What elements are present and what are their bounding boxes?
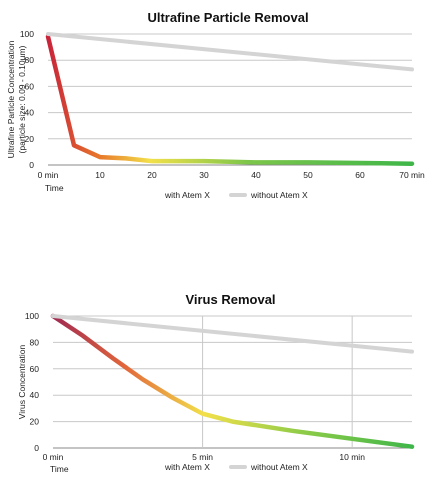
x-tick-label: 10 min xyxy=(339,452,365,462)
chart-title: Virus Removal xyxy=(185,292,275,307)
series-line-without-atem-x xyxy=(51,314,414,354)
y-axis-label: Virus Concentration xyxy=(17,344,27,419)
series-line-with-atem-x xyxy=(45,34,415,166)
y-tick-label: 20 xyxy=(25,134,35,144)
y-tick-label: 80 xyxy=(25,55,35,65)
chart-title: Ultrafine Particle Removal xyxy=(147,10,308,25)
y-tick-label: 80 xyxy=(30,337,40,347)
x-tick-label: 0 min xyxy=(38,170,59,180)
y-tick-label: 60 xyxy=(30,364,40,374)
series-line-with-atem-x xyxy=(50,313,415,449)
y-axis-sublabel: (particle size: 0.09 - 0.10µm) xyxy=(17,45,27,153)
chart-2: Virus Removal 0 20 40 60 80 100 0 min 5 min 10 mi… xyxy=(17,292,415,474)
y-tick-label: 100 xyxy=(20,29,34,39)
legend: with Atem X without Atem X xyxy=(143,190,308,200)
x-tick-label: 5 min xyxy=(192,452,213,462)
y-tick-label: 20 xyxy=(30,417,40,427)
y-axis-label: Ultrafine Particle Concentration xyxy=(6,40,16,158)
x-axis-label: Time xyxy=(45,183,64,193)
y-tick-label: 40 xyxy=(25,108,35,118)
legend-label-without: without Atem X xyxy=(250,190,308,200)
y-tick-label: 40 xyxy=(30,390,40,400)
x-tick-label: 50 xyxy=(303,170,313,180)
x-tick-label: 40 xyxy=(251,170,261,180)
x-axis-label: Time xyxy=(50,464,69,474)
x-tick-label: 70 min xyxy=(399,170,425,180)
legend-label-with: with Atem X xyxy=(164,190,210,200)
y-tick-label: 100 xyxy=(25,311,39,321)
legend: with Atem X without Atem X xyxy=(143,462,308,472)
x-tick-label: 30 xyxy=(199,170,209,180)
x-tick-label: 10 xyxy=(95,170,105,180)
chart-1: Ultrafine Particle Removal 0 20 40 60 80 100 0 … xyxy=(6,10,425,200)
x-tick-label: 20 xyxy=(147,170,157,180)
legend-label-with: with Atem X xyxy=(164,462,210,472)
y-tick-label: 0 xyxy=(29,160,34,170)
series-line-without-atem-x xyxy=(46,32,414,72)
legend-label-without: without Atem X xyxy=(250,462,308,472)
x-tick-label: 60 xyxy=(355,170,365,180)
x-tick-label: 0 min xyxy=(43,452,64,462)
y-tick-label: 0 xyxy=(34,443,39,453)
y-tick-label: 60 xyxy=(25,81,35,91)
